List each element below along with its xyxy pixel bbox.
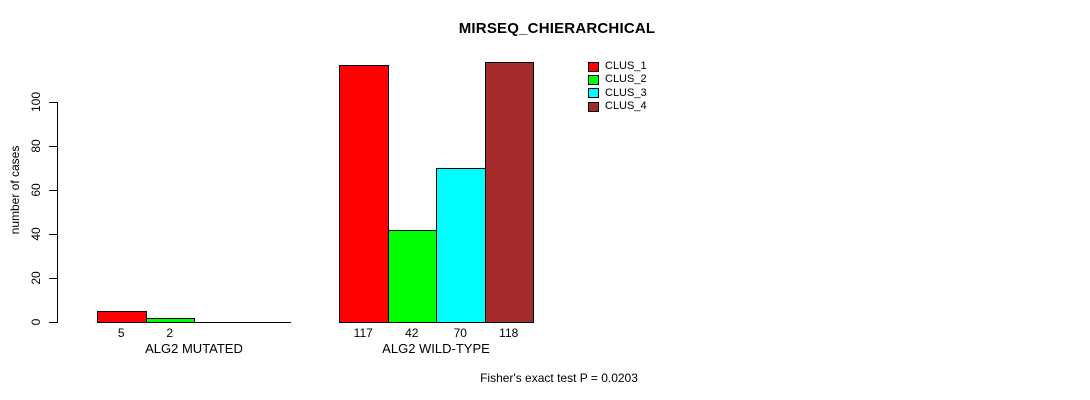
group-label: ALG2 WILD-TYPE [382, 341, 490, 356]
legend-item-clus_3: CLUS_3 [588, 87, 647, 100]
y-axis-tick-label: 40 [29, 227, 43, 241]
y-axis-tick [49, 146, 57, 147]
bar-value-label: 42 [405, 326, 419, 340]
y-axis-tick [49, 278, 57, 279]
y-axis-line [57, 102, 58, 323]
annotation-text: Fisher's exact test P = 0.0203 [480, 371, 638, 385]
chart-title: MIRSEQ_CHIERARCHICAL [458, 20, 656, 37]
bar-value-label: 118 [499, 326, 519, 340]
group-label: ALG2 MUTATED [145, 341, 243, 356]
bar-value-label: 5 [117, 326, 125, 340]
y-axis-tick [49, 234, 57, 235]
legend-swatch-icon [588, 61, 599, 72]
bar-value-label: 70 [453, 326, 467, 340]
bar-value-label: 117 [353, 326, 373, 340]
y-axis-title: number of cases [8, 145, 22, 235]
y-axis-tick-label: 20 [29, 271, 43, 285]
legend-item-clus_4: CLUS_4 [588, 100, 647, 113]
y-axis-tick [49, 190, 57, 191]
bar-clus_4 [484, 62, 534, 323]
y-axis-tick [49, 102, 57, 103]
bar-clus_1 [339, 64, 389, 323]
legend-item-clus_1: CLUS_1 [588, 60, 647, 73]
legend-label: CLUS_1 [605, 60, 647, 73]
legend-label: CLUS_2 [605, 73, 647, 86]
legend-label: CLUS_4 [605, 100, 647, 113]
bar-clus_2 [387, 229, 437, 323]
y-axis-tick-label: 60 [29, 183, 43, 197]
bar-clus_2 [145, 317, 195, 323]
legend-swatch-icon [588, 74, 599, 85]
y-axis-tick-label: 100 [29, 91, 43, 113]
bar-value-label: 2 [166, 326, 174, 340]
legend-label: CLUS_3 [605, 86, 647, 99]
bar-clus_1 [97, 311, 147, 323]
y-axis-tick-label: 0 [29, 318, 43, 326]
legend-swatch-icon [588, 88, 599, 99]
bar-clus_3 [436, 168, 486, 323]
legend-item-clus_2: CLUS_2 [588, 73, 647, 86]
legend-swatch-icon [588, 101, 599, 112]
y-axis-tick-label: 80 [29, 139, 43, 153]
y-axis-tick [49, 322, 57, 323]
legend: CLUS_1 CLUS_2 CLUS_3 CLUS_4 [588, 60, 647, 113]
